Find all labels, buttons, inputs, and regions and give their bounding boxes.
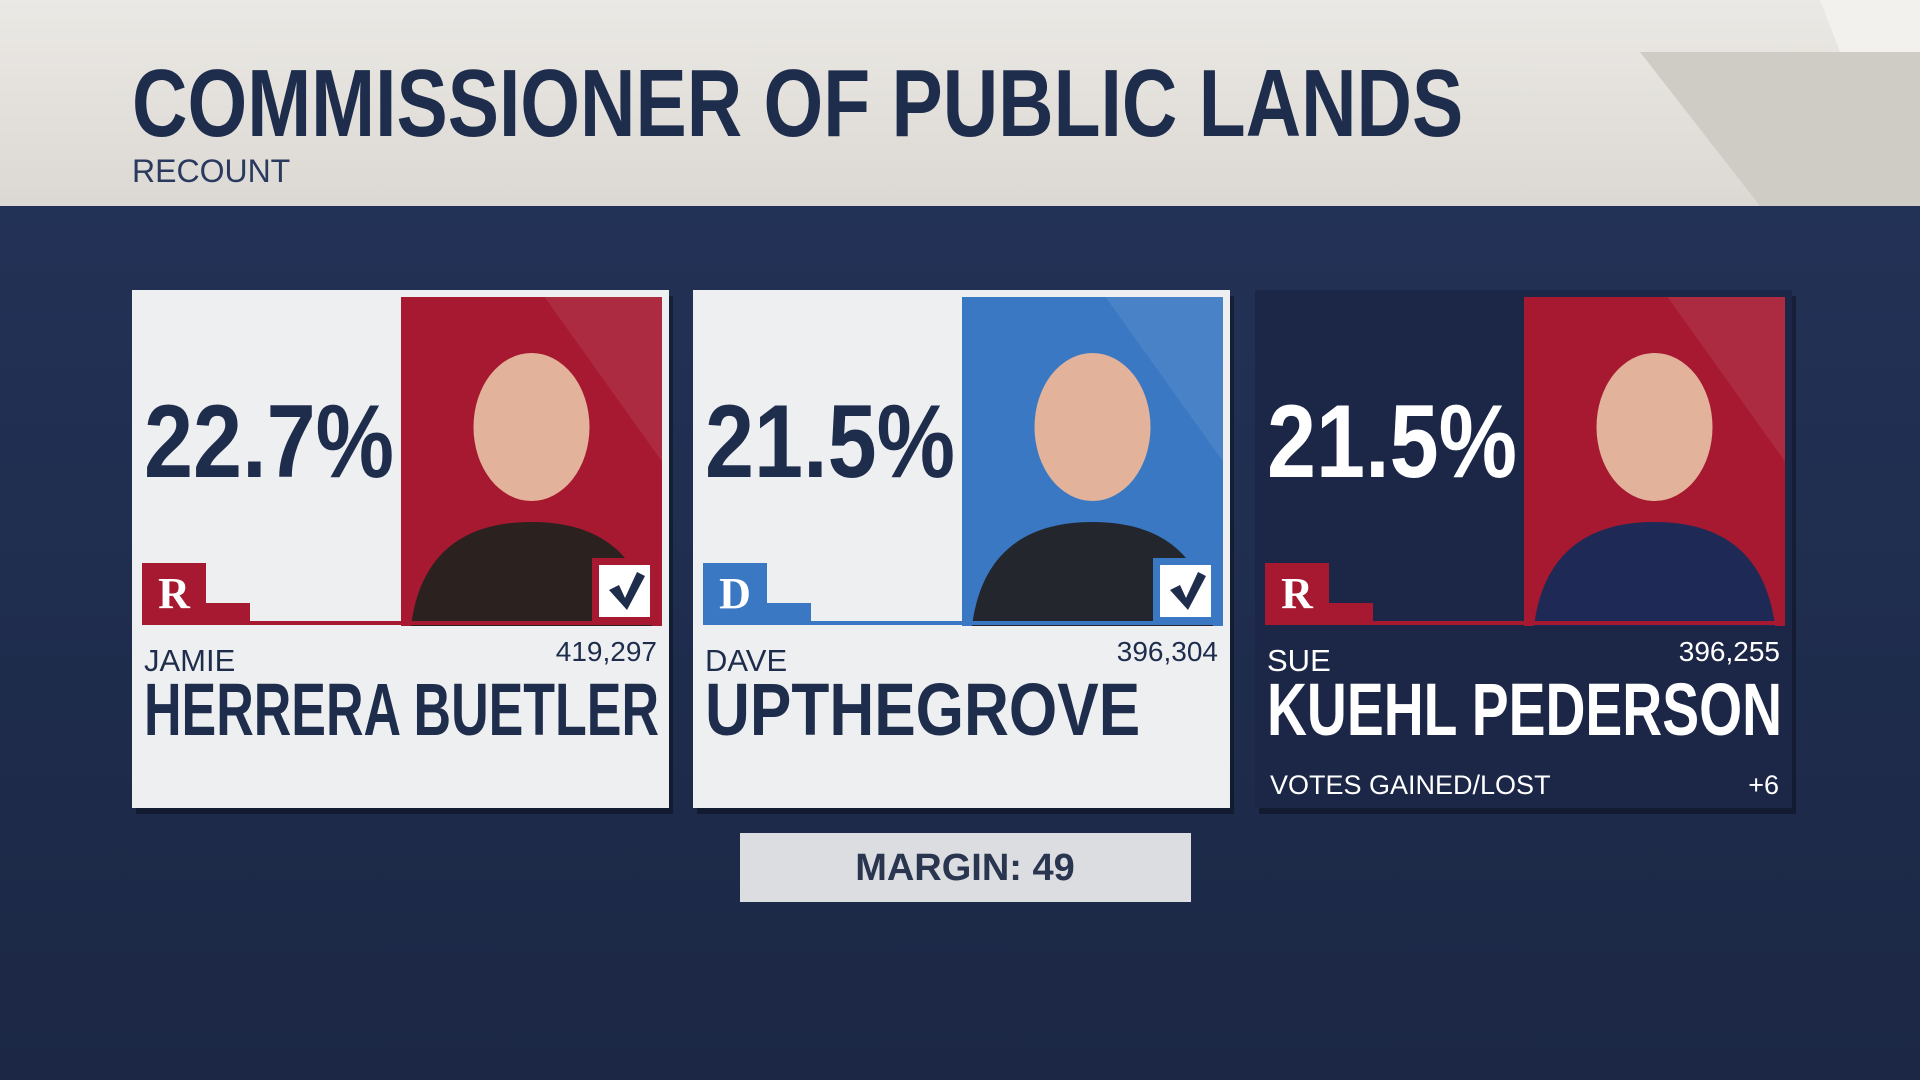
check-box-inner — [599, 565, 650, 617]
first-name: SUE — [1267, 643, 1331, 678]
header-band — [0, 0, 1920, 206]
party-line — [142, 621, 662, 625]
vote-percent: 22.7% — [144, 384, 394, 500]
party-badge — [1265, 563, 1373, 623]
vote-count: 396,304 — [1117, 636, 1218, 667]
last-name: KUEHL PEDERSON — [1267, 668, 1782, 751]
candidate-photo-body — [411, 522, 652, 626]
party-line — [703, 621, 1223, 625]
candidate-photo-body — [1534, 522, 1775, 626]
check-mark — [609, 572, 645, 610]
party-letter: D — [719, 569, 751, 618]
margin-box — [740, 833, 1191, 902]
first-name: DAVE — [705, 643, 787, 678]
margin-text: MARGIN: 49 — [855, 847, 1075, 889]
candidate-photo-head — [473, 353, 590, 501]
subtitle: RECOUNT — [132, 153, 290, 189]
candidate-photo-head — [1034, 353, 1151, 501]
votes-change-label: VOTES GAINED/LOST — [1270, 770, 1551, 800]
margin-value: 49 — [1033, 847, 1075, 889]
vote-count: 419,297 — [556, 636, 657, 667]
party-badge — [142, 563, 250, 623]
party-letter: R — [158, 569, 191, 618]
party-badge — [703, 563, 811, 623]
header-decoration — [1820, 0, 1920, 52]
vote-count: 396,255 — [1679, 636, 1780, 667]
photo-decoration — [544, 297, 662, 462]
check-box-inner — [1160, 565, 1211, 617]
vote-percent: 21.5% — [705, 384, 955, 500]
candidate-photo-head — [1596, 353, 1713, 501]
party-letter: R — [1281, 569, 1314, 618]
first-name: JAMIE — [144, 643, 235, 678]
margin-label: MARGIN: — [855, 847, 1022, 889]
last-name: HERRERA BUETLER — [144, 668, 659, 751]
header-decoration — [1640, 52, 1920, 206]
check-mark — [1170, 572, 1206, 610]
candidate-photo-body — [972, 522, 1213, 626]
title: COMMISSIONER OF PUBLIC LANDS — [132, 50, 1463, 157]
vote-percent: 21.5% — [1267, 384, 1517, 500]
votes-change-value: +6 — [1748, 770, 1779, 800]
last-name: UPTHEGROVE — [705, 668, 1140, 751]
party-line — [1265, 621, 1785, 625]
